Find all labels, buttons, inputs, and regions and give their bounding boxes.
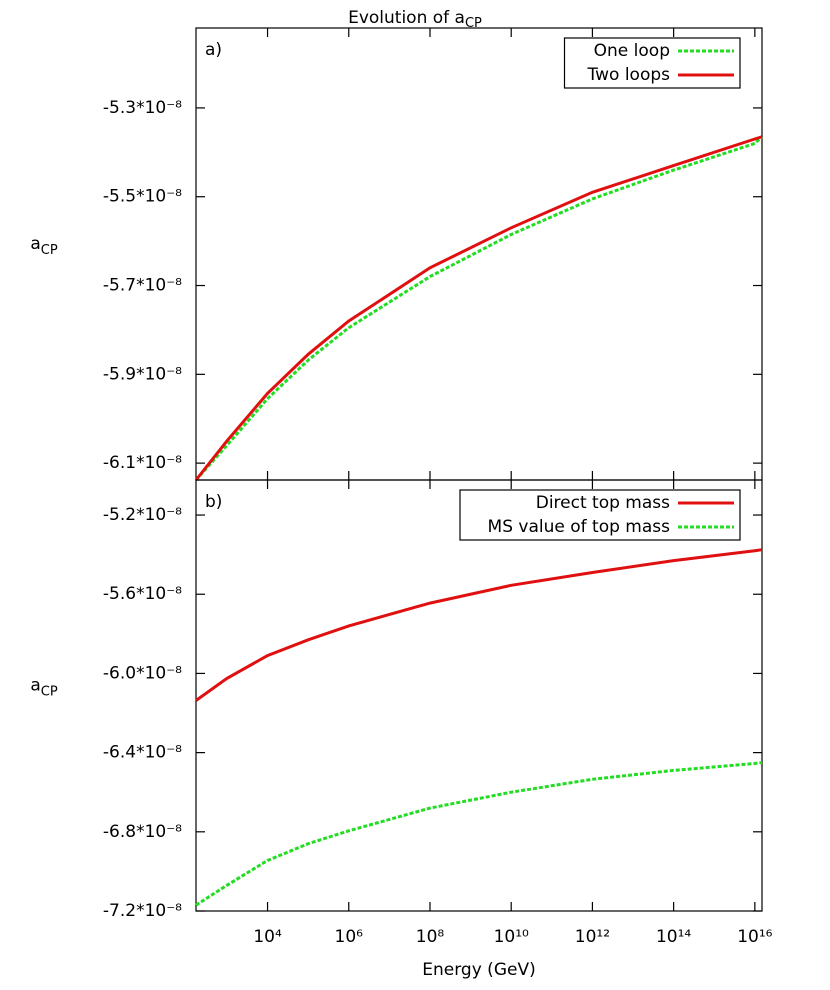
series-line (195, 761, 763, 907)
y-axis-label: aCP (30, 234, 57, 258)
x-tick-label: 10¹⁰ (494, 927, 529, 947)
series-line (194, 135, 763, 481)
x-tick-label: 10⁶ (335, 927, 364, 947)
legend-label: Two loops (587, 65, 671, 85)
legend-label: MS value of top mass (488, 517, 671, 537)
plot-frame (195, 479, 763, 912)
y-tick-label: -5.5*10⁻⁸ (103, 187, 182, 207)
x-tick-label: 10¹⁴ (656, 927, 691, 947)
series-line (194, 135, 764, 481)
legend-box (563, 37, 741, 89)
plot-frame (195, 27, 763, 481)
y-label-main: a (30, 234, 40, 254)
y-tick-label: -5.9*10⁻⁸ (103, 364, 182, 384)
y-axis-label: aCP (30, 676, 57, 700)
y-tick-label: -6.4*10⁻⁸ (103, 743, 182, 763)
legend-label: One loop (594, 41, 670, 61)
legend-label: Direct top mass (536, 493, 670, 513)
x-axis-label: Energy (GeV) (422, 960, 535, 980)
y-tick-label: -6.8*10⁻⁸ (103, 822, 182, 842)
x-tick-label: 10¹² (575, 927, 610, 947)
series-line (195, 548, 763, 702)
y-label-main: a (30, 676, 40, 696)
title-subscript: CP (465, 16, 482, 31)
x-tick-label: 10⁴ (253, 927, 282, 947)
x-tick-label: 10¹⁶ (737, 927, 772, 947)
x-tick-label: 10⁸ (416, 927, 445, 947)
y-tick-label: -5.6*10⁻⁸ (103, 584, 182, 604)
y-tick-label: -5.7*10⁻⁸ (103, 276, 182, 296)
y-tick-label: -6.1*10⁻⁸ (103, 453, 182, 473)
title-main: Evolution of a (348, 8, 465, 28)
y-label-subscript: CP (41, 243, 58, 258)
y-label-subscript: CP (41, 684, 58, 699)
legend-box (459, 489, 741, 541)
y-tick-label: -6.0*10⁻⁸ (103, 663, 182, 683)
panel-annotation: b) (205, 492, 222, 512)
chart-title: Evolution of aCP (348, 8, 482, 31)
y-tick-label: -7.2*10⁻⁸ (103, 901, 182, 921)
y-tick-label: -5.3*10⁻⁸ (103, 98, 182, 118)
y-tick-label: -5.2*10⁻⁸ (103, 505, 182, 525)
panel-annotation: a) (205, 40, 222, 60)
